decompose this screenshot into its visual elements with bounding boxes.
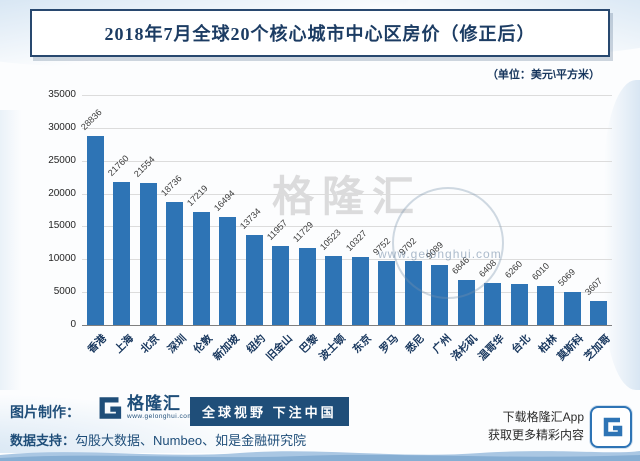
y-axis-tick-label: 10000 <box>48 253 76 265</box>
bar-value-label: 6010 <box>529 260 551 282</box>
bar <box>86 135 104 325</box>
wave-decoration-bottom <box>0 451 640 461</box>
app-promo-line2: 获取更多精彩内容 <box>487 428 584 442</box>
bar <box>192 211 210 325</box>
app-promo-line1: 下载格隆汇App <box>502 410 584 424</box>
credit-label: 图片制作： <box>10 404 80 420</box>
bar <box>484 282 502 325</box>
brand-slogan-banner: 全球视野 下注中国 <box>190 397 349 426</box>
bar <box>563 291 581 325</box>
brand-text-block: 格隆汇 www.gelonghui.com <box>127 395 193 421</box>
bar <box>113 182 131 325</box>
wave-decoration-left <box>0 110 22 390</box>
data-support-line: 数据支持：勾股大数据、Numbeo、如是金融研究院 <box>10 430 306 449</box>
bar <box>590 301 608 325</box>
brand-name: 格隆汇 <box>127 394 181 414</box>
bar <box>245 234 263 325</box>
bar <box>166 201 184 325</box>
data-support-label: 数据支持： <box>10 433 76 448</box>
footer: 图片制作： 格隆汇 www.gelonghui.com 全球视野 下注中国 数据… <box>0 392 640 452</box>
bar-value-label: 10327 <box>344 228 369 254</box>
bar-chart: 0 5000 10000 15000 20000 25000 30000 35000 格隆汇 … <box>40 89 618 390</box>
bar-value-label: 21554 <box>132 154 157 180</box>
gelonghui-g-icon <box>99 397 122 419</box>
bar <box>351 257 369 325</box>
gridline <box>82 226 612 228</box>
bar-value-label: 5069 <box>556 266 578 288</box>
bar-value-label: 17219 <box>185 183 210 208</box>
app-g-icon <box>603 417 623 437</box>
bar-value-label: 3607 <box>582 276 604 298</box>
gridline <box>82 95 612 96</box>
y-axis-tick-label: 0 <box>70 319 76 330</box>
watermark-circle <box>392 187 504 299</box>
y-axis-tick-label: 35000 <box>48 89 76 100</box>
bar <box>537 285 555 325</box>
bar <box>272 246 290 325</box>
chart-title-box: 2018年7月全球20个核心城市中心区房价（修正后） <box>30 9 610 57</box>
y-axis-tick-label: 5000 <box>53 286 76 298</box>
watermark-url-text: www.gelonghui.com <box>378 247 502 261</box>
unit-label: （单位：美元\平方米） <box>486 69 600 81</box>
bar-value-label: 21760 <box>105 153 131 179</box>
bar <box>325 255 343 325</box>
bar <box>510 283 528 325</box>
gridline <box>82 127 612 129</box>
y-axis-tick-label: 25000 <box>48 154 76 166</box>
bar <box>219 216 237 325</box>
bar-value-label: 11957 <box>264 218 289 243</box>
y-axis-tick-label: 20000 <box>48 187 76 199</box>
gridline <box>82 259 612 261</box>
app-promo-text: 下载格隆汇App 获取更多精彩内容 <box>488 408 584 444</box>
bar <box>378 260 396 325</box>
gridline <box>82 160 612 162</box>
x-axis: 香港 上海 北京 深圳 伦敦 新加坡 纽约 旧金山 巴黎 波士顿 东京 罗马 悉尼 广州 洛杉矶 温哥华 台北柏… <box>82 327 613 389</box>
y-axis-tick-label: 30000 <box>48 121 76 133</box>
gelonghui-app-icon <box>590 406 632 448</box>
bar <box>139 183 157 325</box>
chart-title: 2018年7月全球20个核心城市中心区房价（修正后） <box>104 24 536 44</box>
bar-value-label: 10523 <box>317 227 343 252</box>
plot-area: 格隆汇 28836 21760 21554 18736 17219 16494 13734 1… <box>79 95 612 326</box>
gridline <box>82 292 612 294</box>
data-support-sources: 勾股大数据、Numbeo、如是金融研究院 <box>75 433 307 448</box>
gridline <box>82 193 612 195</box>
bar-value-label: 6260 <box>503 258 525 280</box>
bar-value-label: 16494 <box>211 187 237 213</box>
y-axis-tick-label: 15000 <box>48 220 76 232</box>
y-axis: 0 5000 10000 15000 20000 25000 30000 35000 <box>40 89 78 330</box>
bar <box>298 247 316 325</box>
watermark-brand-text: 格隆汇 <box>272 173 423 220</box>
brand-logo: 格隆汇 www.gelonghui.com <box>94 394 193 422</box>
brand-url: www.gelonghui.com <box>127 413 194 421</box>
